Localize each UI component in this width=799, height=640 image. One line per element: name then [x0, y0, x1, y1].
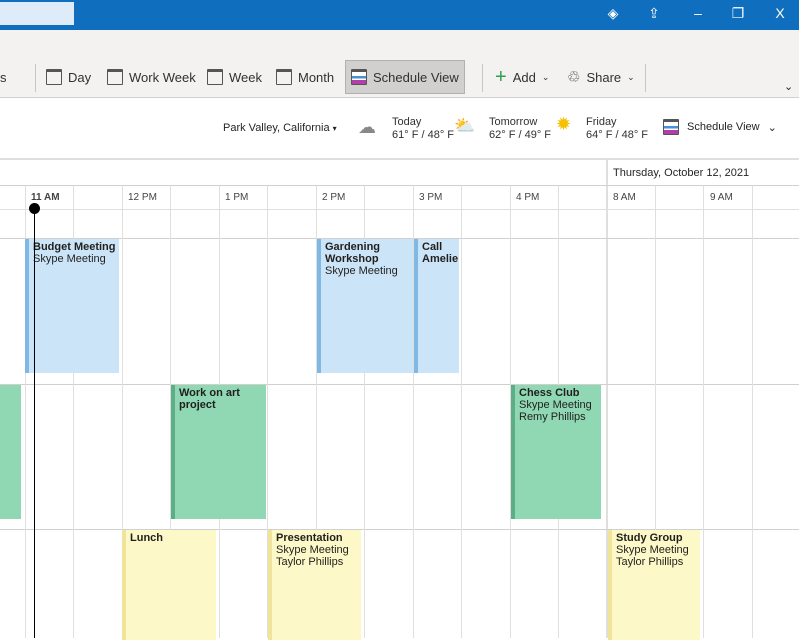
temp-label: 64° F / 48° F [586, 129, 648, 141]
hour-label: 9 AM [710, 192, 733, 203]
event-chess-club[interactable]: Chess Club Skype Meeting Remy Phillips [511, 385, 601, 519]
divider [482, 64, 483, 92]
day-label: Day [68, 69, 92, 85]
calendar-day-icon [46, 69, 62, 85]
temp-label: 61° F / 48° F [392, 129, 454, 141]
event-call-amelie[interactable]: Call Amelie [414, 239, 459, 373]
diamond-icon[interactable]: ◈ [607, 5, 619, 21]
hour-label: 2 PM [322, 192, 346, 203]
gridline [73, 185, 74, 638]
location-dropdown[interactable]: Park Valley, California ▾ [223, 122, 337, 134]
event-lunch[interactable]: Lunch [122, 530, 216, 640]
date-divider [606, 160, 608, 638]
divider [0, 529, 799, 530]
divider [0, 185, 799, 186]
month-button[interactable]: Month [271, 60, 339, 94]
day-label: Tomorrow [489, 116, 538, 128]
chevron-down-icon: ⌄ [541, 71, 550, 82]
share-icon: ♲ [567, 69, 581, 86]
weather-bar [0, 98, 799, 160]
hour-label: 11 AM [31, 192, 60, 203]
schedule-view-label: Schedule View [373, 69, 459, 85]
gridline [655, 185, 656, 638]
week-button[interactable]: Week [202, 60, 267, 94]
minimize-icon[interactable]: – [694, 5, 702, 21]
month-label: Month [298, 69, 335, 85]
event-budget-meeting[interactable]: Budget Meeting Skype Meeting [25, 239, 119, 373]
view-dropdown[interactable]: Schedule View ⌄ [663, 119, 777, 135]
week-label: Week [229, 69, 262, 85]
weather-today: Today 61° F / 48° F [392, 116, 454, 142]
calendar-work-week-icon [107, 69, 123, 85]
add-label: Add [512, 69, 536, 85]
divider [0, 209, 799, 210]
date-header: Thursday, October 12, 2021 [613, 167, 750, 179]
gridline [170, 185, 171, 638]
gridline [413, 185, 414, 638]
share-label: Share [586, 69, 622, 85]
cloud-icon: ☁ [358, 117, 376, 137]
gridline [122, 185, 123, 638]
share-button[interactable]: ♲ Share ⌄ [562, 60, 640, 94]
gridline [752, 185, 753, 638]
event-gardening-workshop[interactable]: Gardening Workshop Skype Meeting [317, 239, 413, 373]
schedule-view-icon [663, 119, 679, 135]
schedule-view-icon [351, 69, 367, 85]
work-week-button[interactable]: Work Week [102, 60, 201, 94]
ribbon-collapse-icon[interactable]: ⌄ [784, 81, 794, 93]
weather-friday: Friday 64° F / 48° F [586, 116, 648, 142]
day-label: Friday [586, 116, 617, 128]
view-label: Schedule View [687, 121, 760, 133]
search-input[interactable] [0, 2, 74, 25]
divider [0, 384, 799, 385]
chevron-down-icon: ⌄ [627, 71, 635, 82]
divider [0, 238, 799, 239]
schedule-view-button[interactable]: Schedule View [345, 60, 465, 94]
weather-tomorrow: Tomorrow 62° F / 49° F [489, 116, 551, 142]
calendar-week-icon [207, 69, 223, 85]
location-label: Park Valley, California [223, 122, 330, 134]
event-study-group[interactable]: Study Group Skype Meeting Taylor Phillips [608, 530, 700, 640]
restore-icon[interactable]: ❐ [731, 5, 745, 21]
gridline [364, 185, 365, 638]
plus-icon: + [495, 65, 507, 88]
gridline [267, 185, 268, 638]
event-presentation[interactable]: Presentation Skype Meeting Taylor Phillips [268, 530, 361, 640]
chevron-down-icon: ⌄ [767, 121, 777, 134]
ribbon-partial-label: s [0, 69, 7, 85]
upload-icon[interactable]: ⇪ [648, 5, 660, 21]
sun-icon: ✹ [556, 114, 572, 134]
hour-label: 4 PM [516, 192, 540, 203]
temp-label: 62° F / 49° F [489, 129, 551, 141]
event-work-on-art-project[interactable]: Work on art project [171, 385, 266, 519]
gridline [703, 185, 704, 638]
current-time-dot [29, 203, 40, 214]
work-week-label: Work Week [129, 69, 196, 85]
gridline [510, 185, 511, 638]
current-time-line [34, 209, 35, 638]
hour-label: 3 PM [419, 192, 443, 203]
partly-sunny-icon: ⛅ [454, 116, 476, 135]
hour-label: 1 PM [225, 192, 249, 203]
hour-label: 12 PM [128, 192, 157, 203]
day-button[interactable]: Day [41, 60, 96, 94]
close-icon[interactable]: X [775, 5, 785, 21]
event-partial[interactable] [0, 385, 21, 519]
gridline [461, 185, 462, 638]
gridline [25, 185, 26, 638]
gridline [316, 185, 317, 638]
add-button[interactable]: + Add ⌄ [490, 60, 554, 94]
day-label: Today [392, 116, 422, 128]
calendar-month-icon [276, 69, 292, 85]
title-bar [0, 0, 799, 30]
caret-down-icon: ▾ [332, 124, 337, 133]
hour-label: 8 AM [613, 192, 636, 203]
divider [645, 64, 646, 92]
divider [35, 64, 36, 92]
